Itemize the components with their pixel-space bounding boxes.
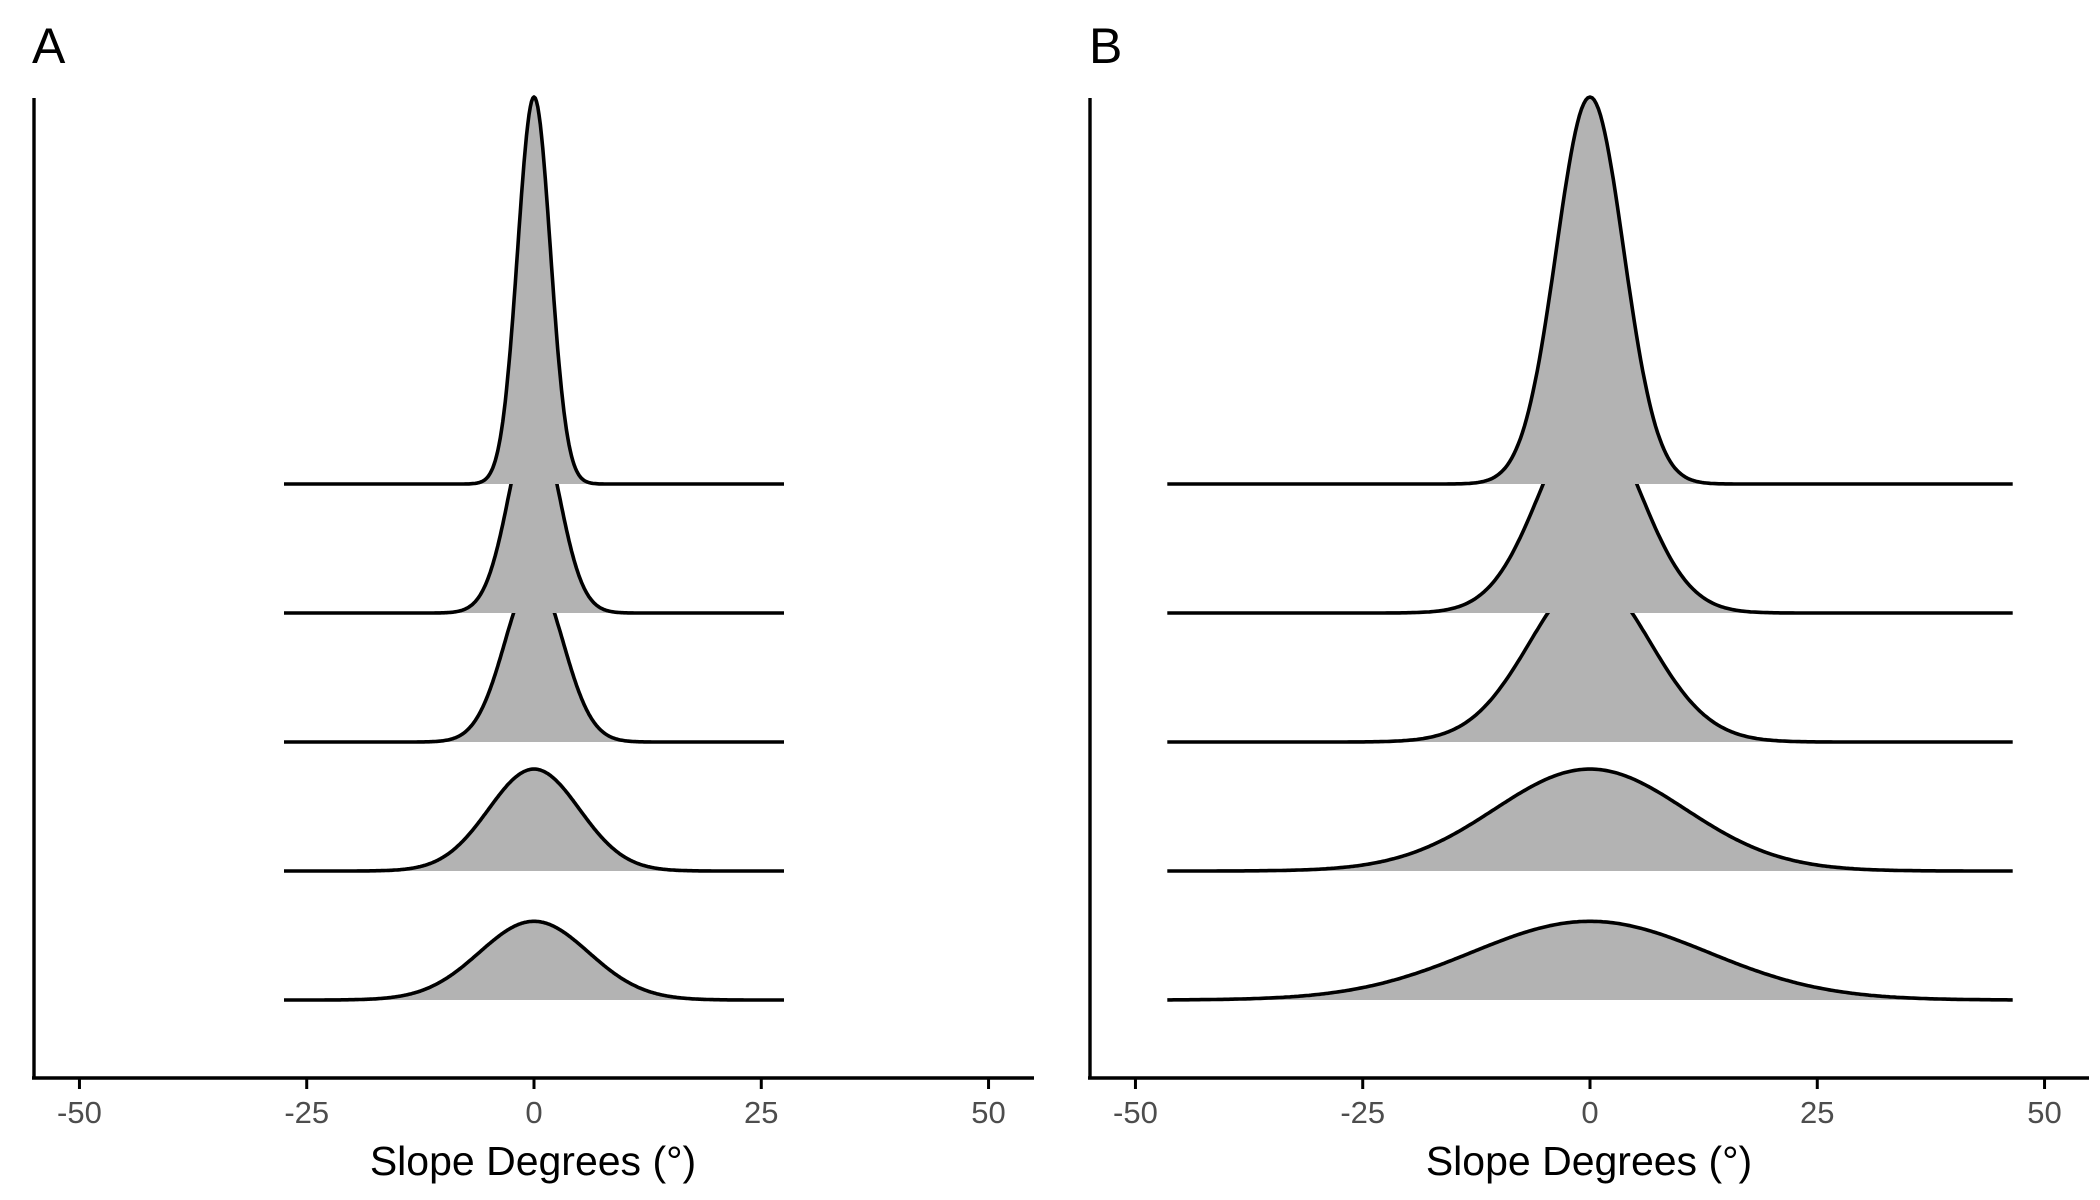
panel-b-ridge-4-fill xyxy=(1167,769,2013,871)
panel-b-x-tick-label-4: 50 xyxy=(2027,1095,2061,1130)
panel-b-x-tick-label-2: 0 xyxy=(1581,1095,1598,1130)
panel-b-ridge-2-fill xyxy=(1167,413,2013,613)
panel-b-x-tick-label-0: -50 xyxy=(1113,1095,1158,1130)
panel-b-tag: B xyxy=(1089,18,1122,74)
panel-b-ridge-3-fill xyxy=(1167,576,2013,742)
panel-b-ridge-5-fill xyxy=(1167,921,2013,1000)
panel-a-ridge-1-line xyxy=(283,95,785,486)
panel-a-ridge-4 xyxy=(283,767,785,873)
panel-b-ridge-1 xyxy=(1167,95,2013,486)
panel-a-x-tick-label-3: 25 xyxy=(744,1095,778,1130)
panel-b-ridge-5-line xyxy=(1167,919,2013,1002)
panel-a-ridge-2-fill xyxy=(284,413,784,613)
panel-a-x-tick-label-0: -50 xyxy=(57,1095,102,1130)
panel-a: A -50 -25 0 25 50 Slope Degrees (°) xyxy=(32,18,1034,1184)
panel-a-ridge-1-fill xyxy=(284,97,784,484)
panel-b-x-tick-label-1: -25 xyxy=(1340,1095,1385,1130)
panel-b: B -50 -25 0 25 50 Slope Degrees (°) xyxy=(1088,18,2089,1184)
panel-b-ridge-4-line xyxy=(1167,767,2013,873)
panel-a-x-tick-label-2: 0 xyxy=(525,1095,542,1130)
panel-a-ridge-3-fill xyxy=(284,576,784,742)
panel-a-ridge-5-fill xyxy=(284,921,784,1000)
panel-b-x-axis-title: Slope Degrees (°) xyxy=(1426,1138,1752,1184)
panel-b-ridges xyxy=(1167,95,2013,1002)
panel-a-x-tick-label-1: -25 xyxy=(284,1095,329,1130)
panel-a-x-axis-title: Slope Degrees (°) xyxy=(370,1138,696,1184)
panel-a-ridge-4-line xyxy=(283,767,785,873)
panel-a-ridge-4-fill xyxy=(284,769,784,871)
panel-a-ridge-5-line xyxy=(283,919,785,1002)
panel-b-ridge-5 xyxy=(1167,919,2013,1002)
panel-a-tag: A xyxy=(32,18,66,74)
panel-b-ridge-1-fill xyxy=(1167,97,2013,484)
panel-b-ridge-1-line xyxy=(1167,95,2013,486)
panel-a-x-ticks: -50 -25 0 25 50 xyxy=(57,1078,1006,1130)
panel-a-x-tick-label-4: 50 xyxy=(971,1095,1005,1130)
panel-b-x-ticks: -50 -25 0 25 50 xyxy=(1113,1078,2062,1130)
panel-a-ridges xyxy=(283,95,785,1002)
panel-b-x-tick-label-3: 25 xyxy=(1800,1095,1834,1130)
panel-b-ridge-4 xyxy=(1167,767,2013,873)
panel-a-ridge-5 xyxy=(283,919,785,1002)
panel-a-ridge-1 xyxy=(283,95,785,486)
